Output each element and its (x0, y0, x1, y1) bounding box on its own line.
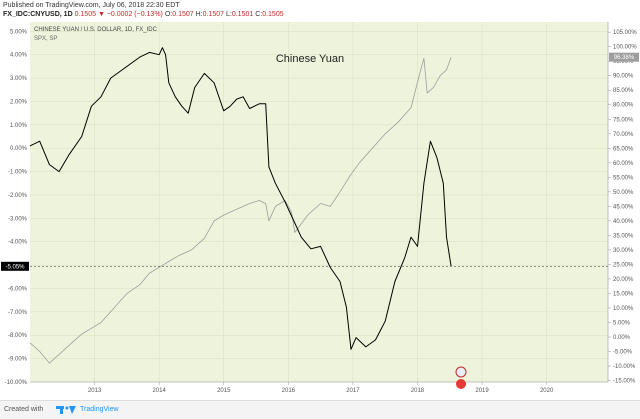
right-tick-label: 85.00% (613, 88, 634, 94)
time-tick-label: 2018 (411, 388, 425, 394)
time-axis: 2013 2014 2015 2016 2017 2018 2019 2020 (30, 381, 608, 394)
left-tick-label: -4.00% (8, 240, 28, 246)
left-value-badge-text: -5.05% (5, 264, 25, 270)
open-label: O: (164, 11, 173, 18)
left-tick-label: -10.00% (5, 380, 28, 386)
left-tick-label: 2.00% (10, 99, 28, 105)
low-value: 0.1501 (231, 11, 254, 18)
right-tick-label: 40.00% (613, 219, 634, 225)
chart-header: Published on TradingView.com, July 06, 2… (0, 0, 640, 22)
left-tick-label: 1.00% (10, 123, 28, 129)
right-tick-label: -5.00% (613, 350, 633, 356)
right-value-badge-text: 96.38% (614, 55, 635, 61)
right-tick-label: 45.00% (613, 204, 634, 210)
tradingview-logo-icon[interactable] (56, 404, 78, 415)
legend-entry-cny: CHINESE YUAN / U.S. DOLLAR, 1D, FX_IDC (34, 27, 158, 33)
right-tick-label: 80.00% (613, 103, 634, 109)
left-tick-label: -9.00% (8, 357, 28, 363)
right-tick-label: 35.00% (613, 233, 634, 239)
chart-title: Chinese Yuan (276, 53, 344, 65)
time-tick-label: 2019 (475, 388, 489, 394)
series-line-cny (29, 47, 452, 350)
left-tick-label: 4.00% (10, 53, 28, 59)
right-tick-label: 0.00% (613, 335, 631, 341)
tradingview-brand[interactable]: TradingView (80, 406, 119, 413)
left-tick-label: 0.00% (10, 146, 28, 152)
left-tick-label: 5.00% (10, 29, 28, 35)
left-tick-label: -8.00% (8, 333, 28, 339)
time-tick-label: 2017 (346, 388, 360, 394)
right-tick-label: 10.00% (613, 306, 634, 312)
close-label: C: (255, 11, 263, 18)
right-tick-label: -15.00% (613, 379, 636, 385)
right-tick-label: 75.00% (613, 117, 634, 123)
left-tick-label: -1.00% (8, 170, 28, 176)
chart: 5.00% 4.00% 3.00% 2.00% 1.00% 0.00% -1.00% -2.0… (1, 22, 639, 394)
time-tick-label: 2020 (540, 388, 554, 394)
right-value-badge: 96.38% (609, 52, 639, 62)
right-tick-label: 70.00% (613, 132, 634, 138)
low-label: L: (225, 11, 232, 18)
close-value: 0.1505 (262, 11, 284, 18)
plot-area[interactable] (30, 22, 608, 382)
left-tick-label: -2.00% (8, 193, 28, 199)
right-tick-label: 50.00% (613, 190, 634, 196)
right-tick-label: 65.00% (613, 146, 634, 152)
created-with-label: Created with (4, 406, 44, 413)
published-note: Published on TradingView.com, July 06, 2… (3, 2, 180, 9)
down-triangle-icon: ▼ (97, 11, 105, 18)
last-price: 0.1505 (74, 11, 96, 18)
symbol-label[interactable]: FX_IDC:CNYUSD, 1D (3, 11, 73, 18)
left-value-badge: -5.05% (1, 261, 29, 271)
cn-flag-event-icon[interactable] (456, 379, 466, 389)
price-change: −0.0002 (−0.13%) (106, 11, 163, 18)
right-tick-label: 55.00% (613, 175, 634, 181)
right-tick-label: 30.00% (613, 248, 634, 254)
right-tick-label: 95.00% (613, 59, 634, 65)
left-tick-label: 3.00% (10, 76, 28, 82)
open-value: 0.1507 (172, 11, 194, 18)
time-tick-label: 2014 (152, 388, 166, 394)
high-value: 0.1507 (202, 11, 225, 18)
high-label: H: (195, 11, 203, 18)
left-tick-label: -3.00% (8, 216, 28, 222)
right-tick-label: 5.00% (613, 320, 631, 326)
us-flag-event-icon[interactable] (455, 366, 467, 378)
series-line-spx (29, 57, 452, 364)
footer: Created with TradingView (0, 400, 640, 419)
left-tick-label: -6.00% (8, 286, 28, 292)
time-tick-label: 2015 (217, 388, 231, 394)
right-axis: 105.00% 100.00% 95.00% 90.00% 85.00% 80.00% 75… (607, 22, 637, 385)
right-tick-label: 105.00% (613, 30, 637, 36)
event-markers[interactable] (455, 366, 467, 389)
time-tick-label: 2016 (282, 388, 296, 394)
left-axis: 5.00% 4.00% 3.00% 2.00% 1.00% 0.00% -1.00% -2.0… (5, 29, 28, 386)
right-tick-label: -10.00% (613, 364, 636, 370)
right-tick-label: 100.00% (613, 45, 637, 51)
right-tick-label: 15.00% (613, 291, 634, 297)
right-tick-label: 90.00% (613, 74, 634, 80)
right-tick-label: 20.00% (613, 277, 634, 283)
series-layer (29, 47, 452, 364)
right-tick-label: 25.00% (613, 262, 634, 268)
left-tick-label: -7.00% (8, 310, 28, 316)
ohlc-readout: FX_IDC:CNYUSD, 1D 0.1505 ▼ −0.0002 (−0.1… (3, 11, 284, 18)
legend-entry-spx: SPX, SP (34, 36, 57, 42)
time-tick-label: 2013 (88, 388, 102, 394)
right-tick-label: 60.00% (613, 161, 634, 167)
